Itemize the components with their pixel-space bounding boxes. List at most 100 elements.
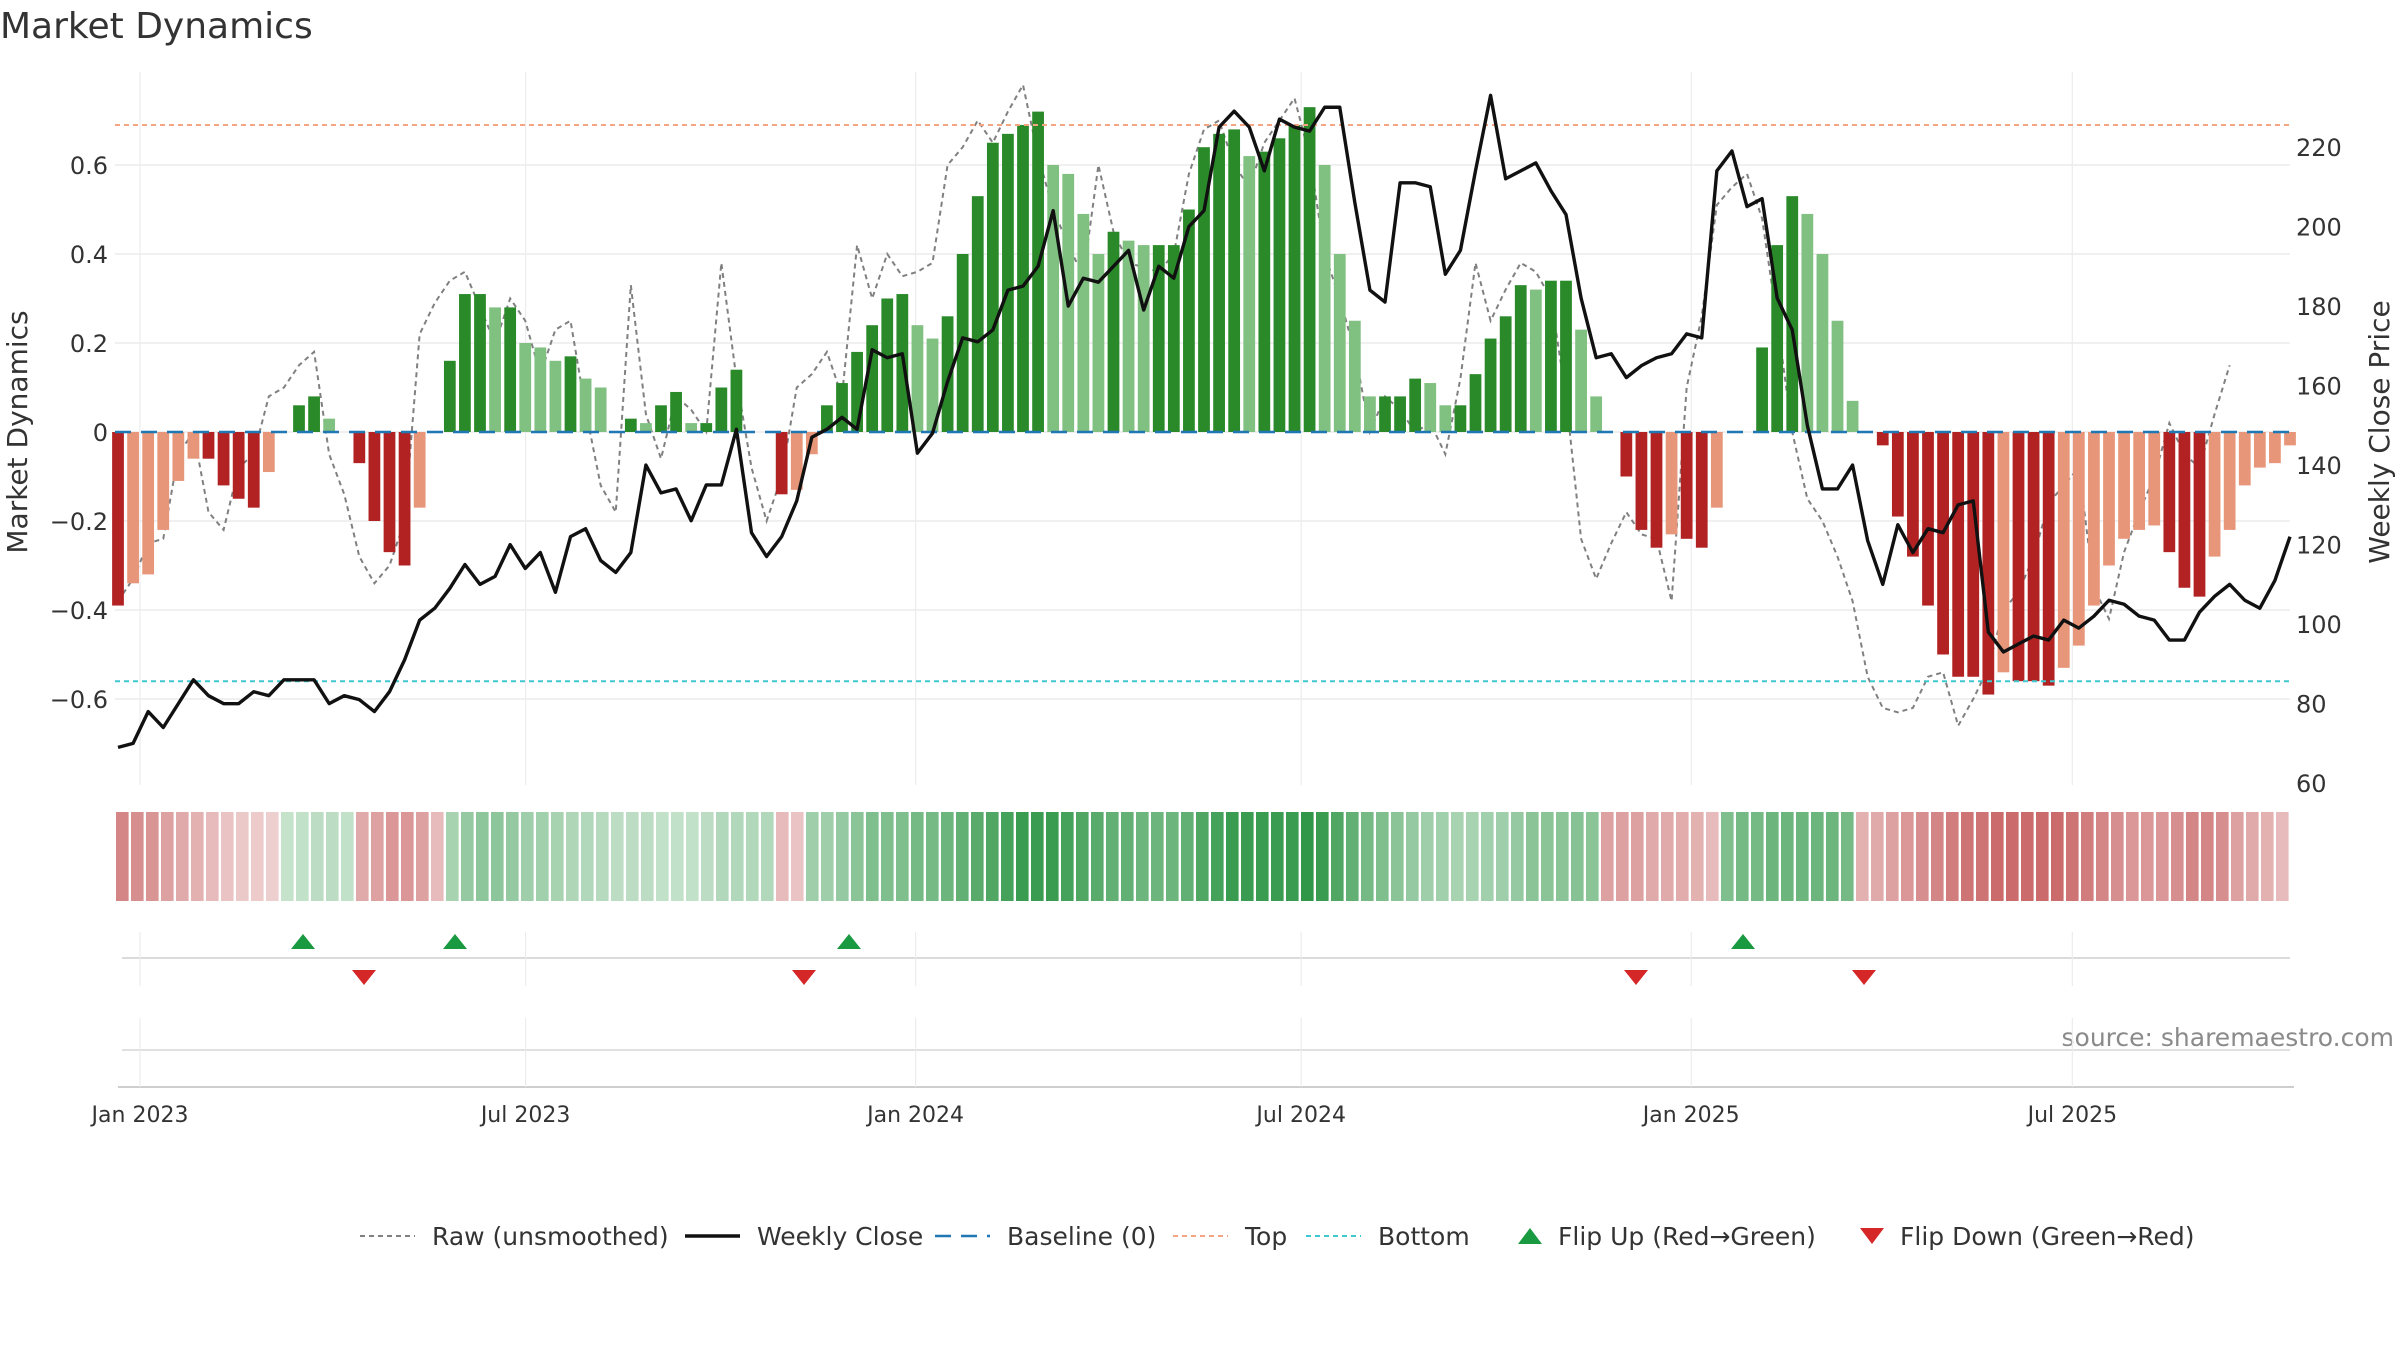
heatmap-cell	[551, 812, 564, 901]
heatmap-cell	[1076, 812, 1089, 901]
heatmap-cell	[2171, 812, 2184, 901]
heatmap-cell	[836, 812, 849, 901]
y-tick-label: 0.2	[70, 330, 108, 358]
dynamics-bar	[157, 432, 170, 530]
heatmap-cell	[1151, 812, 1164, 901]
dynamics-bar	[1167, 245, 1180, 432]
heatmap-cell	[1406, 812, 1419, 901]
heatmap-cell	[1046, 812, 1059, 901]
dynamics-bar	[1922, 432, 1934, 606]
dynamics-bar	[1982, 432, 1995, 695]
legend-label-raw: Raw (unsmoothed)	[432, 1222, 669, 1251]
heatmap-cell	[1346, 812, 1359, 901]
heatmap-cell	[806, 812, 819, 901]
heatmap-cell	[1826, 812, 1839, 901]
dynamics-bar	[112, 432, 124, 606]
dynamics-bar	[775, 432, 788, 495]
heatmap-cell	[2231, 812, 2244, 901]
heatmap-cell	[1991, 812, 2004, 901]
dynamics-bar	[1771, 245, 1784, 432]
heatmap-cell	[1016, 812, 1029, 901]
heatmap-strip	[116, 812, 2289, 901]
dynamics-bar	[1756, 347, 1768, 432]
heatmap-cell	[1031, 812, 1044, 901]
dynamics-bar	[323, 418, 336, 432]
heatmap-cell	[2186, 812, 2199, 901]
heatmap-cell	[521, 812, 534, 901]
dynamics-bar	[1032, 111, 1044, 432]
heatmap-cell	[1751, 812, 1764, 901]
dynamics-bar	[172, 432, 185, 481]
y2-tick-label: 140	[2296, 452, 2342, 480]
heatmap-cell	[536, 812, 549, 901]
heatmap-cell	[1466, 812, 1479, 901]
dynamics-bar	[1228, 129, 1241, 432]
heatmap-cell	[2111, 812, 2124, 901]
heatmap-cell	[1331, 812, 1344, 901]
heatmap-cell	[1526, 812, 1539, 901]
flip-up-marker	[1731, 934, 1755, 949]
dynamics-bar	[1620, 432, 1633, 477]
dynamics-bar	[1152, 245, 1165, 432]
y-tick-label: −0.6	[50, 686, 108, 714]
heatmap-cell	[416, 812, 429, 901]
legend: Raw (unsmoothed) Weekly Close Baseline (0)…	[360, 1222, 2195, 1251]
dynamics-bar	[1635, 432, 1648, 530]
dynamics-bar	[232, 432, 245, 499]
heatmap-cell	[896, 812, 909, 901]
heatmap-cell	[2036, 812, 2049, 901]
heatmap-cell	[371, 812, 384, 901]
flip-down-marker	[352, 970, 376, 985]
dynamics-bar	[1575, 329, 1587, 432]
heatmap-cell	[1916, 812, 1929, 901]
dynamics-bar	[971, 196, 984, 432]
heatmap-cell	[236, 812, 249, 901]
dynamics-bar	[926, 338, 939, 432]
heatmap-cell	[146, 812, 159, 901]
dynamics-bar	[2163, 432, 2176, 553]
heatmap-cell	[296, 812, 309, 901]
dynamics-bar	[1077, 213, 1090, 432]
heatmap-cell	[1616, 812, 1629, 901]
heatmap-cell	[2276, 812, 2289, 901]
heatmap-cell	[1121, 812, 1134, 901]
close-line-layer	[117, 93, 2292, 750]
heatmap-cell	[791, 812, 804, 901]
y-axis-right: 60 80 100 120 140 160 180 200 220 Weekly Close Pr…	[2296, 134, 2396, 798]
legend-label-flip_down: Flip Down (Green→Red)	[1900, 1222, 2195, 1251]
heatmap-cell	[1631, 812, 1644, 901]
dynamics-bar	[1545, 280, 1557, 432]
dynamics-bar	[443, 360, 456, 432]
legend-label-baseline: Baseline (0)	[1007, 1222, 1156, 1251]
y-tick-label: 0.6	[70, 152, 108, 180]
legend-label-bottom: Bottom	[1378, 1222, 1470, 1251]
dynamics-bar	[715, 387, 728, 432]
heatmap-cell	[1301, 812, 1314, 901]
heatmap-cell	[1511, 812, 1524, 901]
heatmap-cell	[881, 812, 894, 901]
y2-tick-label: 100	[2296, 611, 2342, 639]
heatmap-cell	[686, 812, 699, 901]
heatmap-cell	[866, 812, 879, 901]
heatmap-cell	[1361, 812, 1374, 901]
heatmap-cell	[1646, 812, 1659, 901]
dynamics-bar	[247, 432, 260, 508]
bars-layer	[112, 107, 2296, 695]
reference-lines	[115, 123, 2290, 683]
dynamics-bar	[2057, 432, 2070, 668]
flip-up-marker	[443, 934, 467, 949]
heatmap-cell	[281, 812, 294, 901]
dynamics-bar	[1846, 400, 1859, 432]
x-axis: Jan 2023 Jul 2023 Jan 2024 Jul 2024 Jan 2025…	[90, 1103, 2118, 1128]
flip-up-marker	[837, 934, 861, 949]
dynamics-bar	[941, 316, 954, 432]
dynamics-bar	[624, 418, 637, 432]
y-axis-left: −0.6 −0.4 −0.2 0 0.2 0.4 0.6 Market Dynamics	[1, 152, 108, 714]
dynamics-bar	[730, 369, 743, 432]
heatmap-cell	[911, 812, 924, 901]
dynamics-bar	[413, 432, 426, 508]
dynamics-bar	[1695, 432, 1708, 548]
heatmap-cell	[356, 812, 369, 901]
flip-down-marker	[1624, 970, 1648, 985]
